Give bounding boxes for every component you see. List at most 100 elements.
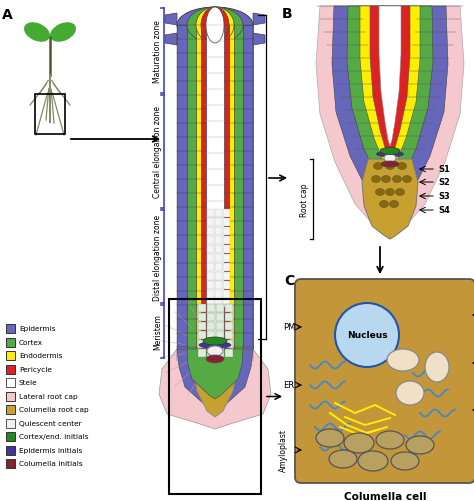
Ellipse shape — [376, 152, 403, 158]
Polygon shape — [332, 7, 448, 219]
Polygon shape — [159, 349, 271, 429]
Bar — [198, 340, 206, 348]
Polygon shape — [193, 349, 237, 417]
Text: S2: S2 — [438, 178, 450, 187]
Text: Root cap: Root cap — [301, 183, 310, 216]
Ellipse shape — [380, 148, 400, 155]
Bar — [207, 236, 214, 244]
Polygon shape — [362, 160, 418, 239]
Bar — [207, 255, 214, 263]
Bar — [207, 305, 215, 313]
Bar — [216, 322, 224, 330]
Bar — [216, 331, 224, 339]
Bar — [215, 273, 222, 281]
Bar — [216, 340, 224, 348]
Ellipse shape — [316, 429, 344, 447]
Ellipse shape — [206, 8, 224, 44]
Ellipse shape — [344, 433, 374, 453]
Bar — [223, 300, 230, 308]
Text: S1: S1 — [438, 165, 450, 174]
Text: Lateral root cap: Lateral root cap — [19, 393, 78, 399]
Ellipse shape — [196, 8, 234, 44]
Bar — [225, 313, 233, 321]
Polygon shape — [165, 34, 177, 46]
Bar — [223, 282, 230, 290]
Bar — [215, 291, 222, 299]
Text: Pericycle: Pericycle — [19, 366, 52, 372]
Bar — [177, 26, 253, 349]
Bar — [207, 218, 214, 226]
Bar — [6, 459, 15, 468]
Ellipse shape — [372, 176, 381, 183]
Polygon shape — [165, 14, 177, 26]
Bar — [207, 300, 214, 308]
Text: B: B — [282, 7, 292, 21]
Bar — [207, 313, 215, 321]
Bar — [35, 95, 65, 135]
Bar — [206, 26, 224, 349]
Polygon shape — [253, 14, 265, 26]
Bar — [223, 236, 230, 244]
Ellipse shape — [398, 163, 407, 170]
Bar — [6, 392, 15, 401]
Bar — [6, 338, 15, 347]
Bar — [207, 264, 214, 272]
Ellipse shape — [381, 162, 399, 168]
Text: Stele: Stele — [19, 380, 37, 386]
Ellipse shape — [177, 8, 253, 44]
Text: PM: PM — [283, 323, 295, 332]
Ellipse shape — [382, 176, 391, 183]
Bar — [207, 209, 214, 217]
Ellipse shape — [387, 349, 419, 371]
Text: Central elongation zone: Central elongation zone — [154, 106, 163, 198]
Ellipse shape — [385, 189, 394, 196]
Bar — [215, 209, 222, 217]
Text: Maturation zone: Maturation zone — [154, 20, 163, 83]
Text: C: C — [284, 274, 294, 288]
Text: Distal elongation zone: Distal elongation zone — [154, 214, 163, 300]
Polygon shape — [187, 349, 243, 399]
Bar — [196, 26, 234, 349]
Bar — [198, 313, 206, 321]
Bar — [6, 351, 15, 360]
Ellipse shape — [425, 352, 449, 382]
Bar — [6, 405, 15, 414]
Text: S4: S4 — [438, 206, 450, 215]
Bar — [198, 331, 206, 339]
Ellipse shape — [187, 8, 243, 44]
Text: Amyloplast: Amyloplast — [279, 429, 288, 471]
Bar — [223, 255, 230, 263]
Bar — [223, 209, 230, 217]
Bar — [6, 365, 15, 374]
Bar — [223, 264, 230, 272]
Bar — [207, 291, 214, 299]
Ellipse shape — [402, 176, 411, 183]
Bar — [215, 218, 222, 226]
Text: Epidermis initials: Epidermis initials — [19, 447, 82, 453]
Bar — [215, 264, 222, 272]
Text: A: A — [2, 8, 13, 22]
Polygon shape — [253, 34, 265, 46]
Bar — [207, 273, 214, 281]
Bar — [223, 218, 230, 226]
Bar — [215, 227, 222, 235]
Bar — [225, 349, 233, 357]
Text: Columella root cap: Columella root cap — [19, 407, 89, 413]
Ellipse shape — [395, 189, 404, 196]
Bar — [201, 26, 229, 349]
Bar — [215, 236, 222, 244]
Bar — [207, 331, 215, 339]
Ellipse shape — [51, 24, 75, 42]
Bar — [225, 340, 233, 348]
Bar — [6, 419, 15, 428]
Bar — [207, 282, 214, 290]
Bar — [198, 305, 206, 313]
Bar — [223, 245, 230, 254]
Bar — [6, 378, 15, 387]
Ellipse shape — [206, 355, 224, 363]
Bar — [216, 349, 224, 357]
Ellipse shape — [25, 24, 49, 42]
Text: Cortex: Cortex — [19, 339, 43, 345]
Text: Cortex/end. initials: Cortex/end. initials — [19, 434, 89, 439]
Bar — [6, 432, 15, 441]
